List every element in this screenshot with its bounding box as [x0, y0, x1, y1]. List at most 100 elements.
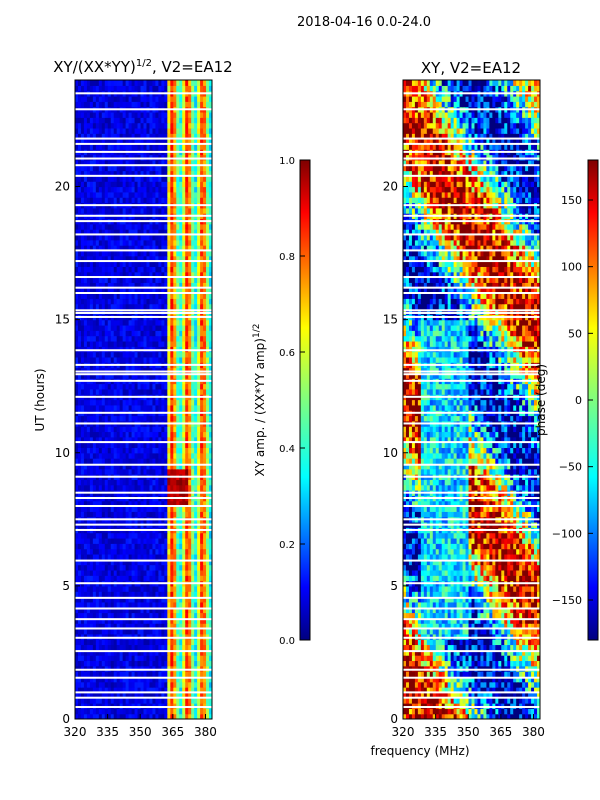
- heatmap-cell: [161, 159, 165, 166]
- heatmap-cell: [107, 628, 112, 635]
- heatmap-cell: [173, 532, 177, 539]
- heatmap-cell: [107, 277, 112, 283]
- heatmap-cell: [104, 308, 109, 315]
- heatmap-cell: [146, 628, 151, 635]
- heatmap-cell: [98, 623, 103, 630]
- heatmap-cell: [176, 681, 180, 688]
- heatmap-cell: [137, 298, 142, 305]
- heatmap-cell: [203, 356, 207, 363]
- heatmap-cell: [92, 330, 97, 337]
- heatmap-cell: [203, 591, 207, 598]
- heatmap-cell: [173, 553, 177, 560]
- heatmap-cell: [182, 681, 186, 688]
- heatmap-cell: [164, 639, 168, 646]
- heatmap-cell: [182, 442, 186, 449]
- heatmap-cell: [125, 367, 130, 374]
- heatmap-cell: [98, 255, 103, 262]
- heatmap-cell: [98, 607, 103, 614]
- heatmap-cell: [167, 287, 171, 294]
- heatmap-cell: [191, 165, 195, 172]
- heatmap-cell: [164, 575, 168, 582]
- heatmap-cell: [209, 703, 212, 709]
- heatmap-cell: [101, 617, 106, 624]
- heatmap-cell: [89, 303, 94, 310]
- heatmap-cell: [89, 479, 94, 486]
- heatmap-cell: [209, 553, 212, 560]
- heatmap-cell: [128, 639, 133, 646]
- heatmap-cell: [75, 708, 79, 715]
- heatmap-cell: [146, 681, 151, 688]
- heatmap-cell: [75, 500, 79, 507]
- heatmap-cell: [158, 239, 162, 246]
- heatmap-cell: [155, 308, 159, 315]
- heatmap-cell: [86, 436, 91, 443]
- heatmap-cell: [110, 319, 115, 326]
- heatmap-cell: [75, 591, 79, 598]
- heatmap-cell: [185, 553, 189, 560]
- heatmap-cell: [209, 601, 212, 608]
- heatmap-cell: [182, 436, 186, 443]
- heatmap-cell: [75, 426, 79, 433]
- heatmap-cell: [149, 697, 154, 704]
- heatmap-cell: [80, 585, 85, 592]
- heatmap-cell: [197, 607, 201, 614]
- heatmap-cell: [83, 591, 88, 598]
- heatmap-cell: [89, 229, 94, 236]
- heatmap-cell: [143, 543, 148, 550]
- heatmap-cell: [206, 713, 210, 719]
- heatmap-cell: [107, 298, 112, 305]
- heatmap-cell: [116, 223, 121, 230]
- heatmap-cell: [167, 319, 171, 326]
- heatmap-cell: [182, 500, 186, 507]
- heatmap-cell: [101, 346, 106, 353]
- heatmap-cell: [110, 426, 115, 433]
- heatmap-cell: [134, 175, 139, 182]
- heatmap-cell: [104, 681, 109, 688]
- heatmap-cell: [119, 324, 124, 331]
- heatmap-cell: [203, 452, 207, 459]
- heatmap-cell: [191, 458, 195, 464]
- heatmap-cell: [92, 261, 97, 267]
- heatmap-cell: [131, 298, 136, 305]
- heatmap-cell: [77, 708, 82, 715]
- heatmap-cell: [101, 506, 106, 512]
- heatmap-cell: [188, 575, 192, 582]
- heatmap-cell: [209, 564, 212, 571]
- heatmap-cell: [110, 266, 115, 273]
- heatmap-cell: [134, 543, 139, 550]
- heatmap-cell: [209, 628, 212, 635]
- heatmap-cell: [149, 484, 154, 491]
- heatmap-cell: [194, 452, 198, 459]
- heatmap-cell: [89, 681, 94, 688]
- heatmap-cell: [83, 623, 88, 630]
- heatmap-cell: [158, 687, 162, 693]
- heatmap-cell: [92, 282, 97, 289]
- heatmap-cell: [134, 197, 139, 204]
- heatmap-cell: [98, 655, 103, 662]
- heatmap-cell: [146, 346, 151, 353]
- heatmap-cell: [89, 532, 94, 539]
- heatmap-cell: [101, 340, 106, 347]
- heatmap-cell: [92, 335, 97, 342]
- heatmap-cell: [107, 612, 112, 619]
- heatmap-cell: [116, 351, 121, 358]
- heatmap-cell: [95, 388, 100, 395]
- heatmap-cell: [86, 298, 91, 305]
- heatmap-cell: [167, 175, 171, 182]
- heatmap-cell: [77, 591, 82, 598]
- heatmap-cell: [167, 181, 171, 188]
- heatmap-cell: [75, 261, 79, 267]
- heatmap-cell: [134, 447, 139, 454]
- heatmap-cell: [197, 612, 201, 619]
- heatmap-cell: [104, 319, 109, 326]
- heatmap-cell: [194, 543, 198, 550]
- heatmap-cell: [149, 388, 154, 395]
- heatmap-cell: [152, 596, 157, 603]
- heatmap-cell: [104, 431, 109, 438]
- heatmap-cell: [125, 255, 130, 262]
- heatmap-cell: [209, 548, 212, 555]
- heatmap-cell: [185, 543, 189, 550]
- heatmap-cell: [95, 287, 100, 294]
- heatmap-cell: [158, 623, 162, 630]
- heatmap-cell: [110, 239, 115, 246]
